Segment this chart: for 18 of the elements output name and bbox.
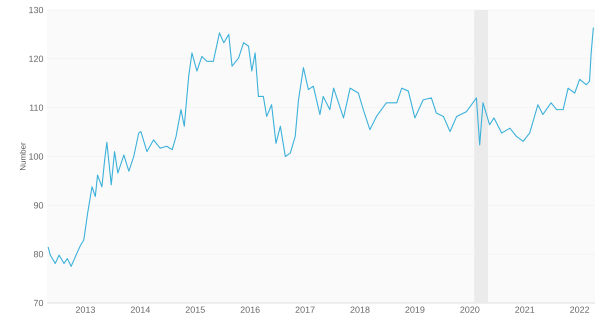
x-tick-label: 2014: [130, 306, 150, 313]
y-tick-label: 70: [34, 300, 44, 306]
x-tick-label: 2017: [296, 306, 315, 313]
y-tick-label: 130: [29, 6, 44, 14]
x-tick-label: 2018: [350, 306, 370, 313]
y-tick-label: 120: [29, 56, 44, 62]
y-tick-label: 110: [30, 104, 44, 111]
x-tick-label: 2015: [186, 306, 205, 313]
y-tick-label: 90: [34, 202, 44, 209]
y-tick-label: 80: [34, 250, 44, 258]
line-series: [48, 27, 594, 267]
y-tick-label: 100: [29, 153, 44, 160]
x-tick-label: 2021: [515, 306, 534, 313]
x-tick-label: 2013: [76, 306, 96, 313]
x-tick-label: 2019: [405, 306, 424, 313]
x-tick-label: 2016: [240, 306, 260, 313]
x-tick-label: 2020: [460, 306, 480, 313]
x-tick-label: 2022: [570, 306, 590, 313]
